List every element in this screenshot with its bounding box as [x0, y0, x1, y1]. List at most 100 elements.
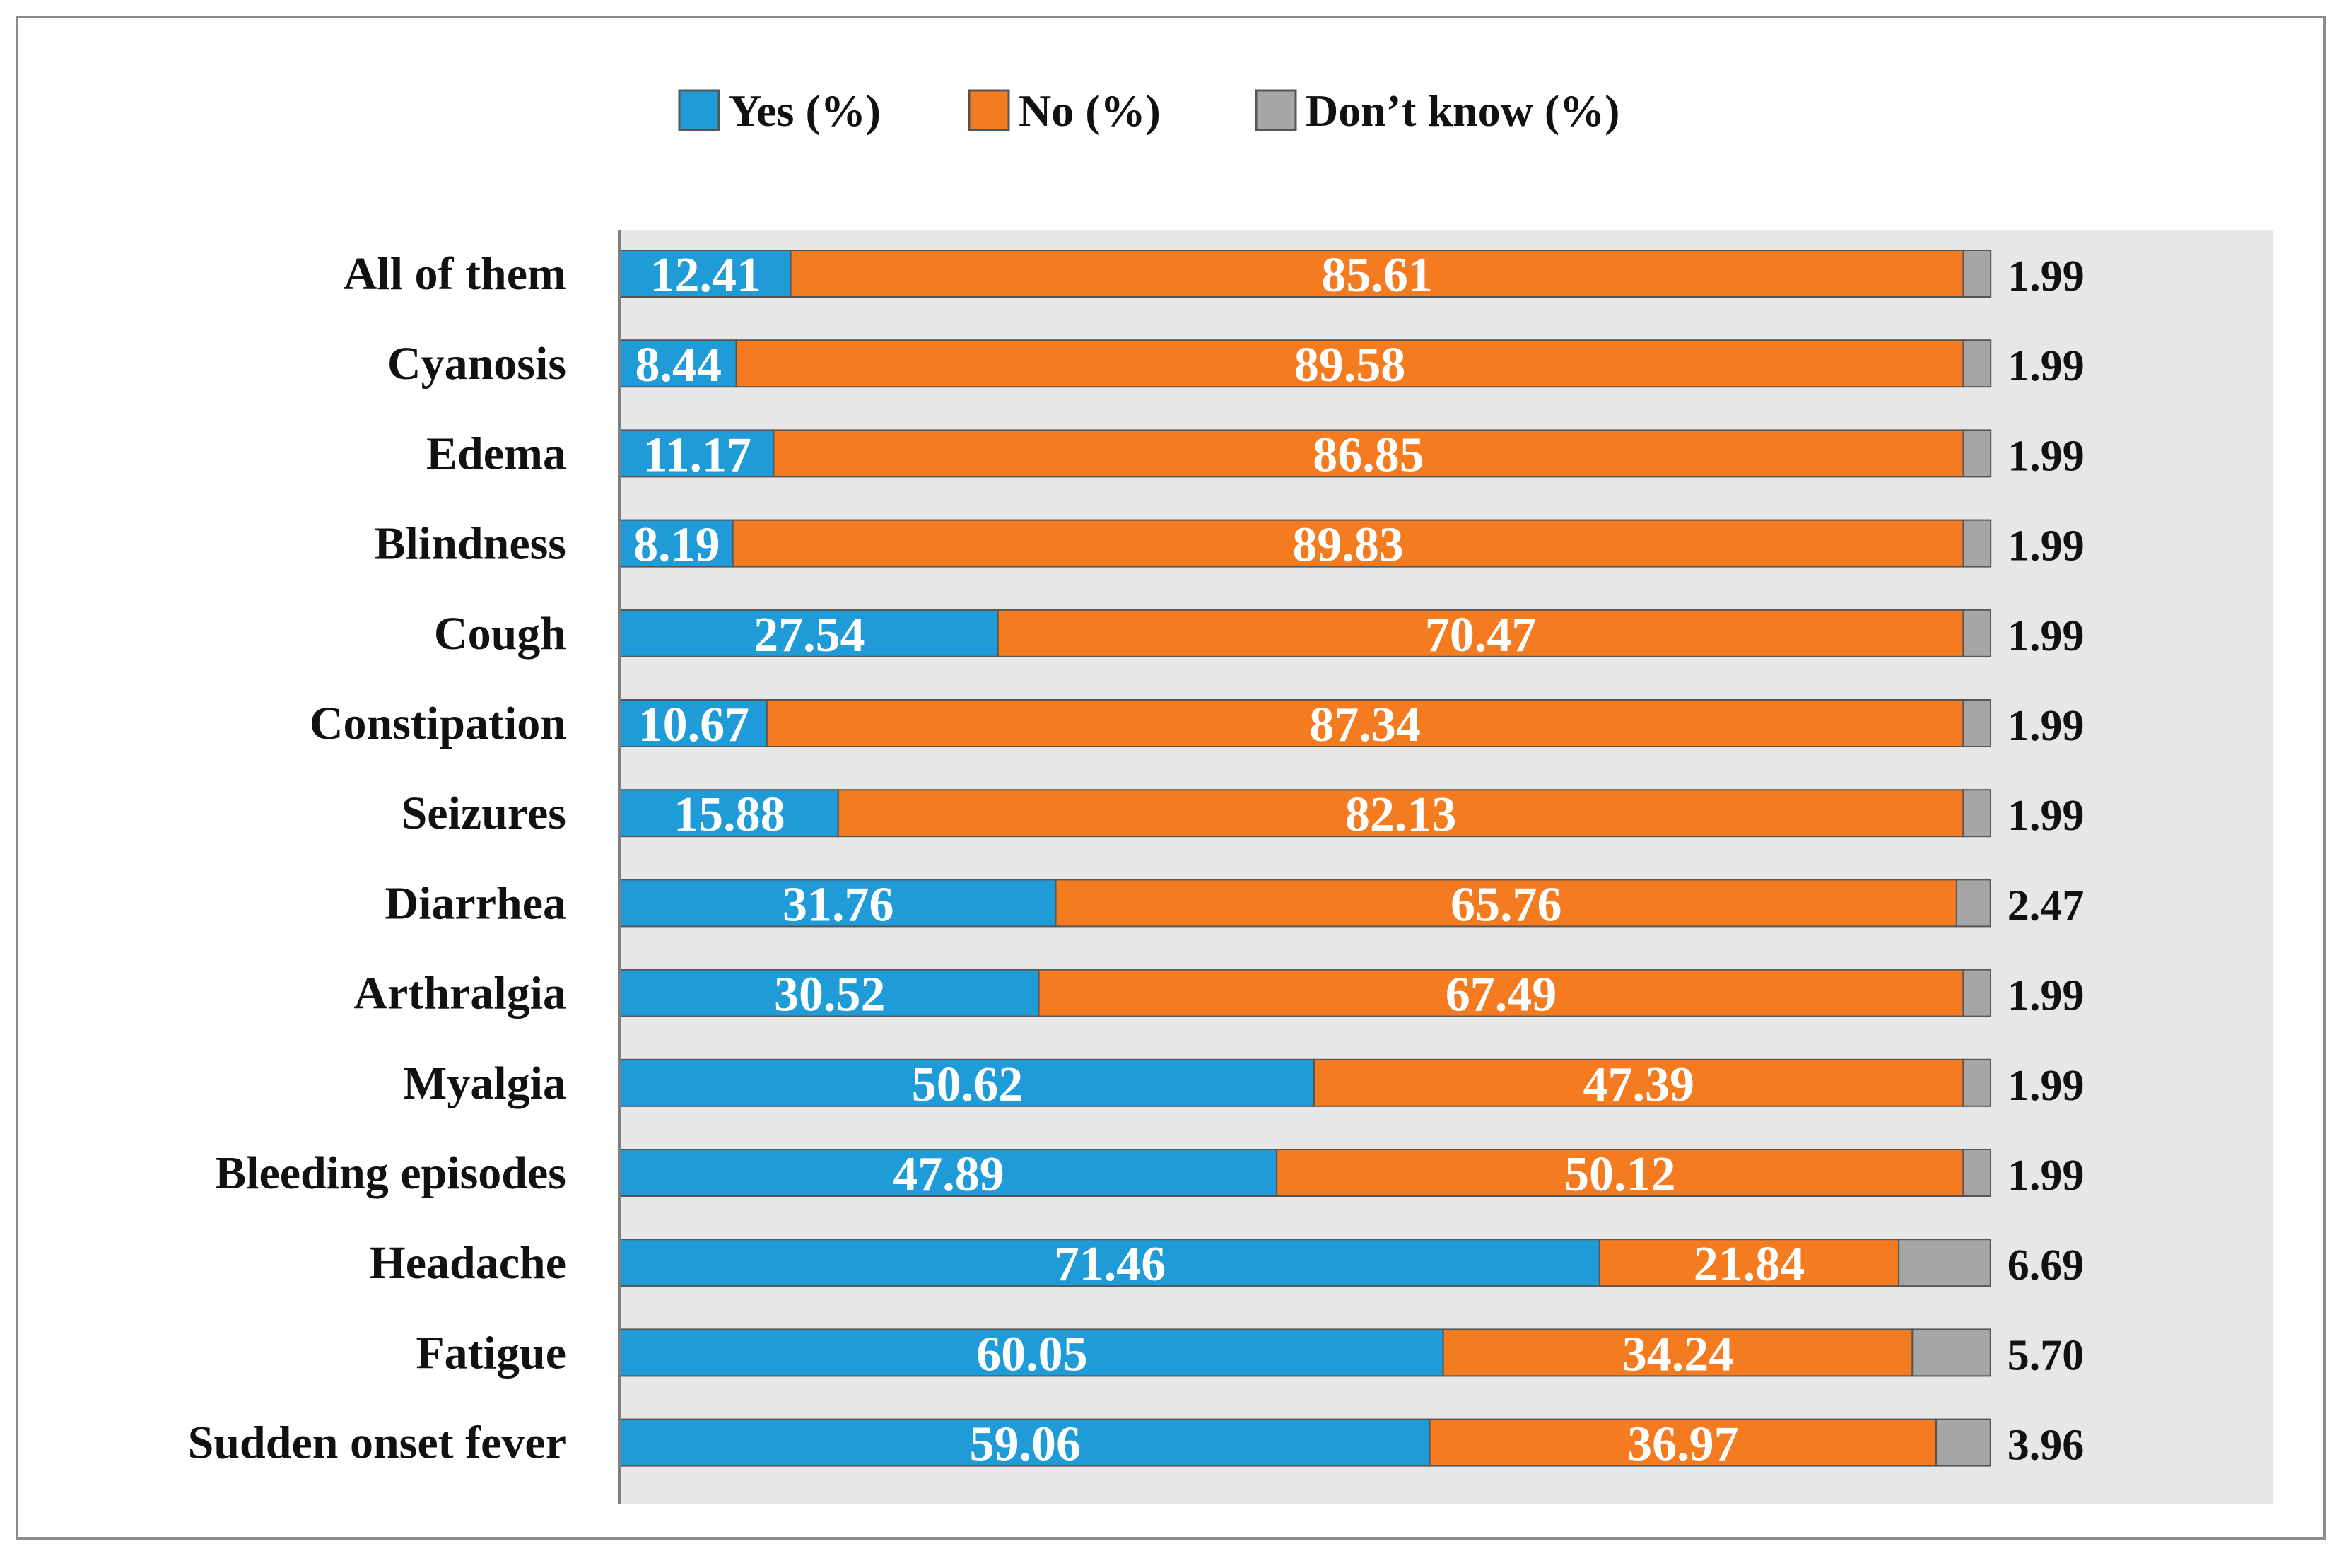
data-label-don-t-know-sudden-onset-fever: 3.96 — [2008, 1422, 2085, 1470]
legend-swatch-don-t-know — [1255, 89, 1297, 131]
category-label-cyanosis: Cyanosis — [387, 338, 566, 390]
legend-swatch-no — [968, 89, 1010, 131]
data-label-don-t-know-all-of-them: 1.99 — [2008, 252, 2085, 300]
legend: Yes (%) No (%) Don’t know (%) — [678, 86, 1619, 136]
bar-don-t-know-arthralgia — [1962, 969, 1992, 1017]
data-label-yes-bleeding-episodes: 47.89 — [893, 1147, 1004, 1202]
bar-don-t-know-edema — [1962, 429, 1992, 478]
category-labels: All of them Cyanosis Edema Blindness Cough Co… — [188, 248, 566, 1469]
data-label-don-t-know-blindness: 1.99 — [2008, 522, 2085, 571]
bar-yes-all-of-them — [620, 250, 792, 298]
bar-don-t-know-sudden-onset-fever — [1935, 1418, 1991, 1467]
bar-don-t-know-diarrhea — [1955, 879, 1991, 928]
bar-no-diarrhea — [1055, 879, 1957, 928]
data-label-yes-all-of-them: 12.41 — [650, 248, 762, 303]
data-label-no-cyanosis: 89.58 — [1294, 338, 1406, 392]
category-label-arthralgia: Arthralgia — [353, 968, 566, 1019]
category-label-headache: Headache — [369, 1237, 566, 1289]
bar-don-t-know-cough — [1962, 609, 1992, 657]
data-label-no-myalgia: 47.39 — [1583, 1058, 1694, 1112]
data-label-yes-cyanosis: 8.44 — [635, 338, 722, 392]
data-label-yes-fatigue: 60.05 — [976, 1327, 1088, 1381]
bar-don-t-know-headache — [1898, 1239, 1991, 1287]
data-label-yes-cough: 27.54 — [754, 608, 865, 662]
category-label-sudden-onset-fever: Sudden onset fever — [188, 1417, 566, 1469]
data-label-don-t-know-fatigue: 5.70 — [2008, 1331, 2085, 1379]
bar-don-t-know-cyanosis — [1962, 339, 1992, 388]
data-label-don-t-know-cyanosis: 1.99 — [2008, 342, 2085, 390]
data-label-no-arthralgia: 67.49 — [1446, 968, 1557, 1022]
data-label-yes-diarrhea: 31.76 — [783, 877, 894, 932]
bar-yes-cough — [620, 609, 999, 657]
bar-no-all-of-them — [790, 250, 1964, 298]
bar-no-constipation — [766, 699, 1964, 747]
data-label-no-sudden-onset-fever: 36.97 — [1627, 1417, 1739, 1472]
data-label-no-cough: 70.47 — [1425, 608, 1537, 662]
data-label-yes-sudden-onset-fever: 59.06 — [970, 1417, 1082, 1472]
legend-label-yes: Yes (%) — [729, 86, 881, 136]
data-label-don-t-know-cough: 1.99 — [2008, 612, 2085, 660]
bars-group: 12.41 85.61 1.99 8.44 89.58 1.99 11.17 86.85 1.9… — [620, 248, 2085, 1472]
data-label-yes-constipation: 10.67 — [638, 698, 750, 752]
bar-yes-seizures — [620, 789, 839, 838]
legend-swatch-yes — [678, 89, 720, 131]
data-label-no-all-of-them: 85.61 — [1321, 248, 1433, 303]
data-label-yes-edema: 11.17 — [643, 428, 751, 482]
bar-yes-myalgia — [620, 1058, 1315, 1107]
data-label-no-edema: 86.85 — [1313, 428, 1424, 482]
data-label-yes-headache: 71.46 — [1055, 1237, 1166, 1292]
legend-label-no: No (%) — [1019, 86, 1161, 136]
data-label-no-constipation: 87.34 — [1309, 698, 1421, 752]
data-label-no-blindness: 89.83 — [1292, 518, 1404, 573]
category-label-bleeding-episodes: Bleeding episodes — [215, 1147, 566, 1199]
data-label-don-t-know-edema: 1.99 — [2008, 432, 2085, 480]
bar-don-t-know-constipation — [1962, 699, 1992, 747]
data-label-yes-blindness: 8.19 — [633, 518, 720, 573]
plot-area-background — [619, 230, 2273, 1504]
category-label-cough: Cough — [434, 608, 566, 660]
bar-no-sudden-onset-fever — [1429, 1418, 1938, 1467]
bar-no-seizures — [837, 789, 1964, 838]
category-label-all-of-them: All of them — [344, 248, 566, 300]
category-label-constipation: Constipation — [310, 698, 566, 749]
category-label-blindness: Blindness — [375, 518, 566, 570]
category-label-fatigue: Fatigue — [416, 1327, 566, 1379]
data-label-no-fatigue: 34.24 — [1622, 1327, 1734, 1381]
stacked-bar-chart: Yes (%) No (%) Don’t know (%) 12.41 85.61 1.… — [188, 86, 2273, 1504]
category-label-myalgia: Myalgia — [403, 1058, 566, 1109]
data-label-don-t-know-arthralgia: 1.99 — [2008, 972, 2085, 1020]
data-label-yes-seizures: 15.88 — [674, 788, 785, 842]
bar-don-t-know-fatigue — [1911, 1328, 1991, 1377]
data-label-don-t-know-headache: 6.69 — [2008, 1241, 2085, 1289]
bar-don-t-know-seizures — [1962, 789, 1992, 838]
bar-don-t-know-blindness — [1962, 519, 1992, 568]
bar-don-t-know-bleeding-episodes — [1962, 1149, 1992, 1197]
bar-no-cyanosis — [735, 339, 1964, 388]
data-label-don-t-know-myalgia: 1.99 — [2008, 1062, 2085, 1110]
bar-no-fatigue — [1442, 1328, 1914, 1377]
bar-yes-sudden-onset-fever — [620, 1418, 1431, 1467]
chart-frame: Yes (%) No (%) Don’t know (%) 12.41 85.61 1.… — [16, 16, 2326, 1540]
legend-label-don-t-know: Don’t know (%) — [1306, 86, 1619, 136]
data-label-don-t-know-diarrhea: 2.47 — [2008, 882, 2085, 930]
data-label-no-bleeding-episodes: 50.12 — [1564, 1147, 1676, 1202]
bar-no-arthralgia — [1038, 969, 1964, 1017]
data-label-don-t-know-seizures: 1.99 — [2008, 792, 2085, 840]
data-label-yes-arthralgia: 30.52 — [774, 968, 886, 1022]
bar-yes-diarrhea — [620, 879, 1057, 928]
bar-don-t-know-all-of-them — [1962, 250, 1992, 298]
category-label-seizures: Seizures — [402, 788, 566, 839]
bar-no-bleeding-episodes — [1276, 1149, 1964, 1197]
bar-no-cough — [997, 609, 1964, 657]
bar-don-t-know-myalgia — [1962, 1058, 1992, 1107]
bar-yes-arthralgia — [620, 969, 1040, 1017]
category-label-diarrhea: Diarrhea — [385, 877, 566, 929]
data-label-don-t-know-bleeding-episodes: 1.99 — [2008, 1152, 2085, 1200]
data-label-no-headache: 21.84 — [1694, 1237, 1805, 1292]
data-label-no-diarrhea: 65.76 — [1451, 877, 1562, 932]
bar-no-edema — [773, 429, 1964, 478]
bar-yes-cyanosis — [620, 339, 737, 388]
category-label-edema: Edema — [426, 428, 566, 479]
bar-no-myalgia — [1313, 1058, 1964, 1107]
data-label-yes-myalgia: 50.62 — [912, 1058, 1024, 1112]
